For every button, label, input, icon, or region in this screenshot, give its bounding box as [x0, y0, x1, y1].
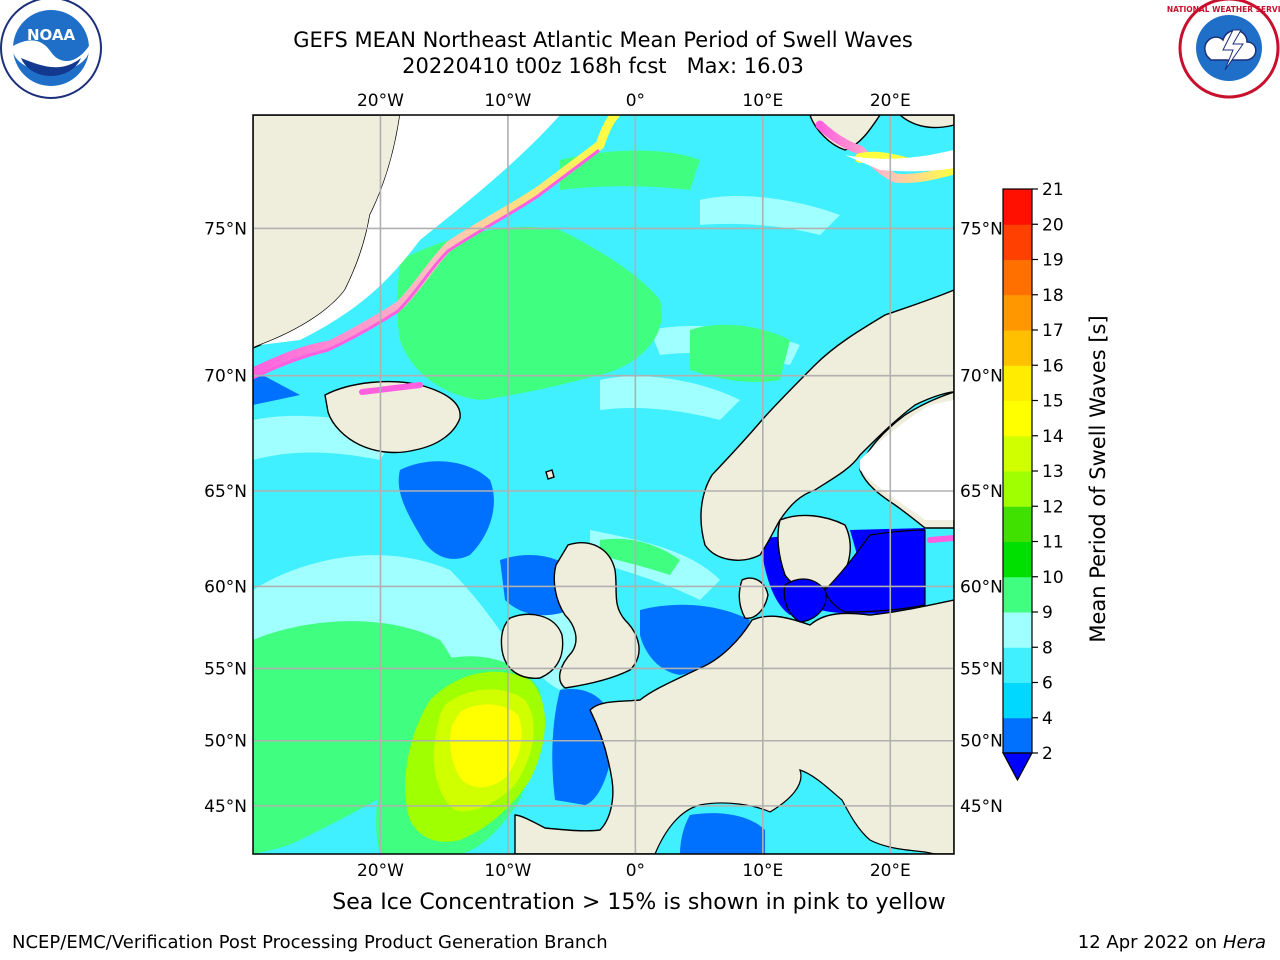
lon-label: 0°	[626, 861, 645, 881]
colorbar-tick-label: 8	[1042, 638, 1053, 658]
colorbar-tick-label: 11	[1042, 533, 1064, 553]
map-title: GEFS MEAN Northeast Atlantic Mean Period…	[293, 28, 913, 52]
lon-label: 20°W	[357, 91, 404, 111]
colorbar-swatch	[1003, 294, 1032, 331]
lon-label: 10°W	[484, 861, 531, 881]
map-border	[252, 114, 955, 855]
colorbar: 2 4 6 8 9 10 11 12 13 14 15 16 17 18 19 20 21 Mean Period…	[1001, 180, 1110, 782]
colorbar-tick-label: 2	[1042, 744, 1053, 764]
lat-label: 45°N	[204, 797, 247, 817]
colorbar-tick-label: 16	[1042, 356, 1064, 376]
seas	[654, 529, 936, 854]
lat-label: 75°N	[960, 219, 1003, 239]
colorbar-tick-label: 9	[1042, 603, 1053, 623]
lat-label: 75°N	[204, 219, 247, 239]
colorbar-tick-label: 19	[1042, 251, 1064, 271]
colorbar-tick-label: 6	[1042, 674, 1053, 694]
map-frame: 20°W 20°W 10°W 10°W 0° 0° 10°E 10°E 20°E 20°E 45°…	[204, 91, 1003, 881]
colorbar-swatch	[1003, 471, 1032, 507]
lon-label: 0°	[626, 91, 645, 111]
lat-label: 45°N	[960, 797, 1003, 817]
noaa-logo: NOAA	[0, 0, 102, 99]
date-line: 12 Apr 2022 on Hera	[1078, 932, 1266, 953]
colorbar-swatch	[1003, 647, 1032, 683]
no-data-areas	[260, 115, 954, 520]
colorbar-tick-label: 20	[1042, 215, 1064, 235]
colorbar-swatch	[1003, 224, 1032, 260]
colorbar-swatch	[1003, 576, 1032, 613]
great-britain	[553, 542, 640, 689]
lon-label: 10°W	[484, 91, 531, 111]
lat-label: 65°N	[960, 482, 1003, 502]
lat-label: 55°N	[204, 659, 247, 679]
lon-label: 20°E	[870, 91, 911, 111]
colorbar-swatch	[1003, 717, 1032, 754]
colorbar-swatch	[1003, 612, 1032, 648]
colorbar-swatch	[1003, 682, 1032, 719]
baltic-sea	[824, 529, 926, 613]
lat-label: 70°N	[204, 367, 247, 387]
colorbar-tick-label: 4	[1042, 709, 1053, 729]
colorbar-swatch	[1003, 365, 1032, 401]
colorbar-swatch	[1003, 189, 1032, 225]
graticule	[253, 115, 954, 854]
colorbar-swatch	[1003, 435, 1032, 472]
latitude-labels: 45°N 45°N 50°N 50°N 55°N 55°N 60°N 60°N 65°N 65°N…	[204, 219, 1003, 816]
lat-label: 50°N	[960, 732, 1003, 752]
lon-label: 10°E	[742, 861, 783, 881]
colorbar-swatch	[1003, 330, 1032, 366]
colorbar-swatch	[1003, 506, 1032, 542]
colorbar-tick-label: 10	[1042, 568, 1064, 588]
nws-logo-text: NATIONAL WEATHER SERVICE	[1167, 5, 1280, 14]
colorbar-tick-label: 12	[1042, 497, 1064, 517]
noaa-logo-text: NOAA	[27, 26, 76, 44]
colorbar-extend-arrow	[1001, 752, 1034, 782]
swell-field-yellow	[405, 671, 545, 842]
sea-ice-note: Sea Ice Concentration > 15% is shown in …	[332, 890, 946, 915]
colorbar-swatch	[1003, 400, 1032, 437]
host-name: Hera	[1222, 932, 1266, 953]
colorbar-swatch	[1003, 541, 1032, 578]
iceland	[324, 380, 461, 454]
date-text: 12 Apr 2022 on	[1077, 932, 1218, 953]
colorbar-label: Mean Period of Swell Waves [s]	[1086, 315, 1110, 642]
europe	[514, 599, 954, 854]
colorbar-tick-label: 13	[1042, 462, 1064, 482]
colorbar-tick-label: 17	[1042, 321, 1064, 341]
colorbar-tick-label: 14	[1042, 427, 1064, 447]
credit-line: NCEP/EMC/Verification Post Processing Pr…	[12, 932, 608, 953]
lon-label: 20°E	[870, 861, 911, 881]
lon-label: 20°W	[357, 861, 404, 881]
nws-logo: NATIONAL WEATHER SERVICE	[1167, 0, 1280, 99]
ireland	[500, 613, 564, 679]
lon-label: 10°E	[742, 91, 783, 111]
map-subtitle: 20220410 t00z 168h fcst Max: 16.03	[402, 54, 804, 78]
longitude-labels: 20°W 20°W 10°W 10°W 0° 0° 10°E 10°E 20°E 20°E	[357, 91, 911, 881]
colorbar-tick-label: 15	[1042, 392, 1064, 412]
colorbar-tick-label: 18	[1042, 286, 1064, 306]
lat-label: 65°N	[204, 482, 247, 502]
lat-label: 50°N	[204, 732, 247, 752]
colorbar-swatch	[1003, 259, 1032, 296]
lat-label: 60°N	[960, 577, 1003, 597]
lat-label: 70°N	[960, 367, 1003, 387]
lat-label: 60°N	[204, 577, 247, 597]
lat-label: 55°N	[960, 659, 1003, 679]
colorbar-tick-label: 21	[1042, 180, 1064, 200]
